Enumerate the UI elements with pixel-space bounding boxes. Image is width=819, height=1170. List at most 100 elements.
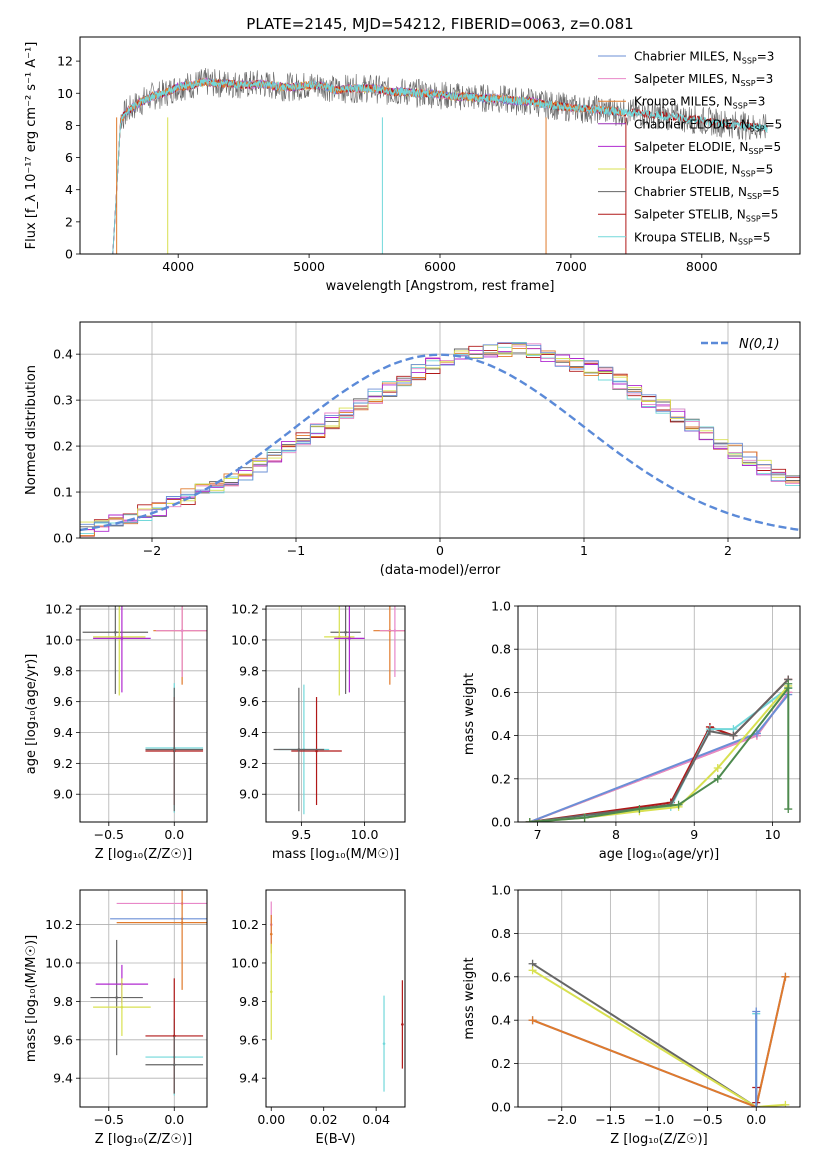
series-marker bbox=[784, 805, 793, 814]
y-tick-label: 0 bbox=[65, 247, 73, 262]
x-axis-label: Z [log₁₀(Z/Z☉)] bbox=[610, 1132, 707, 1147]
chart-mass-weight-vs-Z: −2.0 −1.5 −1.0 −0.5 0.0 0.0 0.2 0.4 0.6 0.8 1.0 Z [… bbox=[462, 883, 801, 1147]
data-point bbox=[344, 630, 347, 634]
legend-entry: Salpeter STELIB, NSSP=5 bbox=[634, 208, 778, 224]
legend-entry: N(0,1) bbox=[739, 337, 780, 352]
x-tick-label: −2 bbox=[143, 543, 161, 558]
histogram-chabrier-stelib bbox=[80, 348, 800, 528]
x-axis-label: wavelength [Angstrom, rest frame] bbox=[326, 279, 555, 294]
y-axis-label: mass [log₁₀(M/M☉)] bbox=[24, 935, 39, 1062]
plot-area bbox=[90, 890, 207, 1096]
spectrum-line-kroupa-miles bbox=[117, 78, 624, 168]
series-marker bbox=[635, 805, 644, 814]
series-marker bbox=[713, 764, 722, 772]
series-line bbox=[529, 687, 789, 822]
y-tick-label: 0.0 bbox=[53, 531, 73, 546]
series-marker bbox=[528, 966, 537, 975]
legend-entry: Kroupa STELIB, NSSP=5 bbox=[634, 230, 771, 246]
x-tick-label: −2.0 bbox=[547, 1112, 577, 1127]
x-tick-label: 4000 bbox=[162, 259, 194, 274]
legend-value: =5 bbox=[756, 163, 774, 177]
y-tick-label: 9.6 bbox=[53, 694, 73, 709]
x-tick-label: 8000 bbox=[686, 259, 718, 274]
series-line bbox=[529, 678, 790, 822]
series-line bbox=[529, 691, 790, 822]
y-tick-label: 10.2 bbox=[45, 917, 73, 932]
y-tick-label: 9.8 bbox=[239, 994, 259, 1009]
legend-value: =5 bbox=[765, 117, 783, 131]
y-tick-label: 9.2 bbox=[239, 756, 259, 771]
data-point bbox=[115, 996, 118, 999]
legend-sub: SSP bbox=[748, 147, 763, 156]
x-tick-label: 0.02 bbox=[310, 1112, 338, 1127]
y-tick-label: 9.2 bbox=[53, 756, 73, 771]
y-tick-label: 10.0 bbox=[231, 632, 259, 647]
plot-area bbox=[525, 675, 793, 822]
data-point bbox=[269, 932, 273, 936]
legend: Chabrier MILES, NSSP=3 Salpeter MILES, NS… bbox=[598, 50, 783, 246]
x-tick-label: 1 bbox=[580, 543, 588, 558]
x-tick-label: −0.5 bbox=[94, 827, 124, 842]
series-marker bbox=[705, 727, 714, 736]
series-line bbox=[532, 969, 786, 1107]
y-tick-label: 8 bbox=[65, 118, 73, 133]
x-tick-label: −1.0 bbox=[644, 1112, 674, 1127]
data-point bbox=[315, 749, 318, 753]
y-axis-label: age [log₁₀(age/yr)] bbox=[24, 654, 39, 775]
series-line bbox=[529, 685, 790, 822]
y-tick-label: 9.6 bbox=[53, 1032, 73, 1047]
plot-area bbox=[269, 901, 404, 1092]
chart-age-vs-Z: −0.5 0.0 9.0 9.2 9.4 9.6 9.8 10.0 10.2 Z [log₁₀(Z… bbox=[24, 602, 208, 862]
axes-frame bbox=[79, 36, 801, 255]
legend-value: =3 bbox=[757, 50, 775, 64]
x-axis-label: (data-model)/error bbox=[380, 563, 501, 578]
legend-value: =5 bbox=[761, 208, 779, 222]
y-tick-label: 0.0 bbox=[491, 815, 511, 830]
data-point bbox=[114, 630, 117, 634]
chart-age-vs-mass: 9.5 10.0 9.0 9.2 9.4 9.6 9.8 10.0 10.2 mass [log₁… bbox=[231, 602, 406, 862]
x-tick-label: −1 bbox=[287, 543, 305, 558]
series-marker bbox=[729, 731, 738, 740]
plot-area bbox=[82, 606, 207, 813]
x-tick-label: 0.00 bbox=[257, 1112, 285, 1127]
series-marker bbox=[752, 1007, 761, 1016]
y-tick-label: 0.6 bbox=[491, 685, 511, 700]
chart-spectrum: 4000 5000 6000 7000 8000 0 2 4 6 8 10 12 wavelength … bbox=[24, 36, 801, 294]
plot-area bbox=[273, 606, 405, 815]
series-marker bbox=[528, 1016, 537, 1025]
legend-sub: SSP bbox=[747, 192, 762, 201]
series-marker bbox=[781, 972, 790, 981]
y-tick-label: 4 bbox=[65, 182, 73, 197]
series-marker bbox=[784, 679, 793, 688]
x-tick-label: 7 bbox=[534, 827, 542, 842]
y-tick-label: 10.2 bbox=[231, 602, 259, 617]
y-tick-label: 9.0 bbox=[53, 787, 73, 802]
y-tick-label: 0.1 bbox=[53, 485, 73, 500]
x-tick-label: 0.0 bbox=[164, 1112, 184, 1127]
data-point bbox=[393, 629, 397, 632]
x-tick-label: 9 bbox=[690, 827, 698, 842]
y-tick-label: 9.6 bbox=[239, 694, 259, 709]
x-tick-label: 10 bbox=[765, 827, 781, 842]
y-tick-label: 0.4 bbox=[491, 1013, 511, 1028]
y-tick-label: 2 bbox=[65, 214, 73, 229]
y-tick-label: 6 bbox=[65, 150, 73, 165]
data-point bbox=[297, 748, 301, 751]
y-tick-label: 9.8 bbox=[53, 994, 73, 1009]
y-tick-label: 9.6 bbox=[239, 1032, 259, 1047]
x-tick-label: 0.04 bbox=[362, 1112, 390, 1127]
data-point bbox=[172, 1034, 176, 1038]
data-point bbox=[180, 629, 184, 632]
series-marker bbox=[674, 800, 683, 809]
data-point bbox=[401, 1023, 404, 1026]
data-point bbox=[120, 637, 124, 640]
legend-value: =5 bbox=[763, 140, 781, 154]
legend-entry: Kroupa ELODIE, NSSP=5 bbox=[634, 163, 773, 179]
legend-sub: SSP bbox=[746, 215, 761, 224]
x-tick-label: −0.5 bbox=[94, 1112, 124, 1127]
y-tick-label: 1.0 bbox=[491, 883, 511, 898]
axes-frame bbox=[265, 889, 406, 1108]
series-line bbox=[529, 691, 790, 822]
data-point bbox=[120, 1005, 124, 1009]
